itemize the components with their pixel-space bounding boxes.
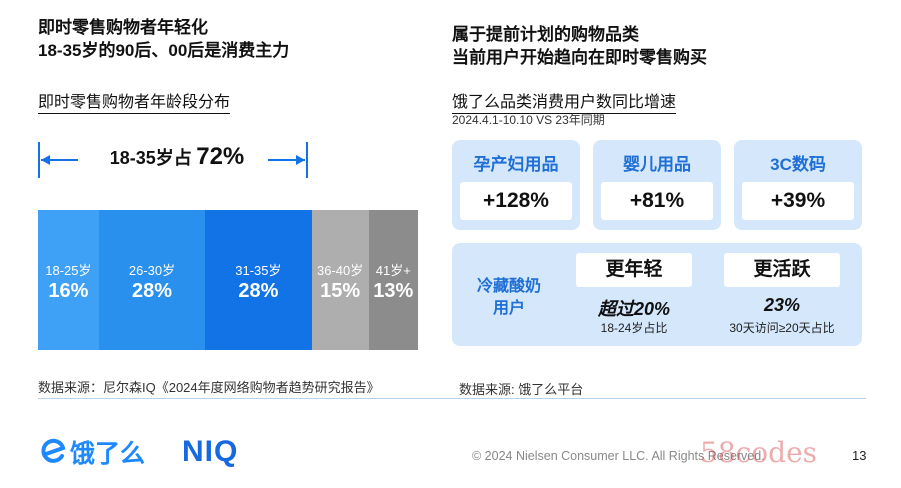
bar-category-label: 18-25岁 bbox=[45, 263, 92, 278]
category-growth: +39% bbox=[742, 182, 854, 220]
yogurt-label-line2: 用户 bbox=[492, 300, 525, 317]
bar-segment: 41岁+ 13% bbox=[368, 210, 418, 350]
right-subtitle: 饿了么品类消费用户数同比增速 bbox=[452, 88, 677, 114]
bracket-value: 72% bbox=[196, 143, 245, 170]
bar-category-label: 31-35岁 bbox=[235, 263, 282, 278]
watermark: 58codes bbox=[700, 436, 818, 469]
category-name: 孕产妇用品 bbox=[473, 155, 559, 174]
category-card-3c: 3C数码 +39% bbox=[734, 140, 862, 230]
more-active-stat: 23% bbox=[763, 295, 801, 315]
bar-segment: 31-35岁 28% bbox=[205, 210, 312, 350]
date-note: 2024.4.1-10.10 VS 23年同期 bbox=[452, 113, 605, 127]
yogurt-label: 冷藏酸奶 用户 bbox=[466, 276, 552, 320]
bar-value-label: 28% bbox=[238, 280, 279, 302]
bar-category-label: 41岁+ bbox=[375, 263, 411, 278]
younger-box: 更年轻 bbox=[576, 253, 692, 287]
right-headline: 属于提前计划的购物品类 当前用户开始趋向在即时零售购买 bbox=[452, 23, 707, 69]
category-card-baby: 婴儿用品 +81% bbox=[593, 140, 721, 230]
bar-category-label: 26-30岁 bbox=[128, 263, 176, 278]
left-headline-line1: 即时零售购物者年轻化 bbox=[38, 18, 208, 37]
eleme-logo-text: 饿了么 bbox=[70, 440, 146, 468]
eleme-logo: 饿了么 bbox=[38, 432, 145, 472]
niq-logo: NIQ bbox=[182, 435, 239, 468]
category-growth: +128% bbox=[460, 182, 572, 220]
bracket-text: 18-35岁占 bbox=[109, 148, 192, 168]
bar-value-label: 13% bbox=[373, 280, 414, 302]
category-growth: +81% bbox=[601, 182, 713, 220]
bar-value-label: 16% bbox=[48, 280, 89, 302]
more-active-desc: 30天访问≥20天占比 bbox=[729, 321, 835, 335]
page-number: 13 bbox=[852, 448, 867, 463]
bar-value-label: 15% bbox=[320, 280, 361, 302]
copyright: © 2024 Nielsen Consumer LLC. All Rights … bbox=[472, 449, 765, 463]
category-name: 3C数码 bbox=[770, 155, 826, 174]
yogurt-label-line1: 冷藏酸奶 bbox=[476, 278, 541, 295]
more-active-box: 更活跃 bbox=[724, 253, 840, 287]
bracket-annotation: 18-35岁占 72% bbox=[82, 143, 272, 171]
right-source-note: 数据来源: 饿了么平台 bbox=[459, 382, 584, 397]
footer-divider bbox=[38, 398, 866, 399]
younger-desc: 18-24岁占比 bbox=[600, 321, 668, 335]
right-headline-line2: 当前用户开始趋向在即时零售购买 bbox=[452, 48, 707, 67]
bracket-arrow bbox=[38, 142, 308, 178]
younger-stat: 超过20% bbox=[597, 299, 671, 319]
bar-segment: 18-25岁 16% bbox=[38, 210, 99, 350]
bar-category-label: 36-40岁 bbox=[316, 263, 364, 278]
age-distribution-chart: 18-25岁 16% 26-30岁 28% 31-35岁 28% 36-40岁 15% 41岁+… bbox=[38, 210, 418, 350]
left-source-note: 数据来源：尼尔森IQ《2024年度网络购物者趋势研究报告》 bbox=[38, 380, 380, 395]
bar-value-label: 28% bbox=[131, 280, 172, 302]
left-headline: 即时零售购物者年轻化 18-35岁的90后、00后是消费主力 bbox=[38, 16, 289, 62]
left-headline-line2: 18-35岁的90后、00后是消费主力 bbox=[38, 41, 290, 60]
yogurt-card: 冷藏酸奶 用户 更年轻 超过20% 18-24岁占比 更活跃 23% 30天访问… bbox=[452, 243, 862, 346]
right-headline-line1: 属于提前计划的购物品类 bbox=[452, 25, 639, 44]
category-name: 婴儿用品 bbox=[623, 155, 691, 174]
bar-segment: 36-40岁 15% bbox=[311, 210, 369, 350]
category-card-maternity: 孕产妇用品 +128% bbox=[452, 140, 580, 230]
eleme-e-icon bbox=[41, 438, 66, 463]
bar-segment: 26-30岁 28% bbox=[98, 210, 206, 350]
left-chart-subtitle: 即时零售购物者年龄段分布 bbox=[38, 88, 231, 114]
